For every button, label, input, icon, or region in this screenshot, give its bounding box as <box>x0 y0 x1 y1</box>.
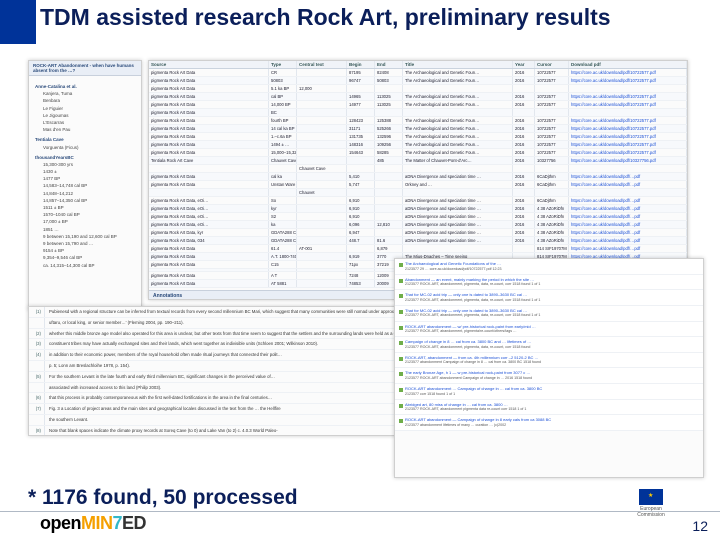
table-row: pigmenta Rock Art Data61.4AT-0016,879814… <box>149 245 687 253</box>
tree-item: 9 between 15,190 and 12,600 cal BP <box>35 233 135 240</box>
tree-item: ca. 14,315–14,300 cal BP <box>35 262 135 269</box>
tree-item: 1511 ± BP <box>35 204 135 211</box>
col-header: Begin <box>347 61 375 68</box>
detail-line: That for MC-02 acid trip — only one is d… <box>395 306 703 322</box>
annotation-row: the southern Levant. <box>29 415 427 426</box>
annotation-row: (4)in addition to their economic power, … <box>29 350 427 361</box>
tree-item: 9154 ± BP <box>35 247 135 254</box>
tree-item: Le Figuier <box>35 105 135 112</box>
col-header: Year <box>513 61 535 68</box>
table-row: pigmenta Rock Art Data1.–c.6a BP13173513… <box>149 133 687 141</box>
detail-screenshot: The Archaeological and Genetic Foundatio… <box>394 258 704 478</box>
col-header: End <box>375 61 403 68</box>
tree-item: 15,300-300 yrs <box>35 161 135 168</box>
tree-item: 9,354–9,546 cal BP <box>35 254 135 261</box>
col-header: Central text <box>297 61 347 68</box>
footnote-text: * 1176 found, 50 processed <box>28 486 358 510</box>
page-number: 12 <box>692 518 708 534</box>
table-row: Chauvet <box>149 189 687 197</box>
table-row: pigmenta Rock Art DataUnstan Ware5,747Or… <box>149 181 687 189</box>
tree-item: 14,848–14,212 <box>35 190 135 197</box>
tree-item: Vorguenta (Ficus) <box>35 144 135 151</box>
table-row: pigmenta Rock Art DataCR8719582408The Ar… <box>149 69 687 77</box>
annotation-row: (2)whether this middle bronze age model … <box>29 329 427 340</box>
table-row: pigmenta Rock Art DataBC <box>149 109 687 117</box>
tree-item: 17,000 ± BP <box>35 218 135 225</box>
table-row: pigmenta Rock Art Data14,000 BP149771130… <box>149 101 687 109</box>
annotation-row: p. 5; Lonn am Breslachloihe 1978, p. 154… <box>29 361 427 372</box>
tree-group: Anne-Catalina et al. <box>35 83 135 90</box>
table-row: pigmenta Rock Art Data1494 ± …1483161092… <box>149 141 687 149</box>
col-header: Type <box>269 61 297 68</box>
annotation-row: associated with increased access to this… <box>29 383 427 394</box>
slide: TDM assisted research Rock Art, prelimin… <box>0 0 720 540</box>
detail-line: Campaign of change in 8 … cal from ca. 3… <box>395 337 703 353</box>
annotation-row: (3)constituent tribes may have actually … <box>29 339 427 350</box>
table-row: pigmenta Rock Art Datacal ka5,410aDNA Di… <box>149 173 687 181</box>
table-row: pigmenta Rock Art Data, eOi…ka6,09612,81… <box>149 221 687 229</box>
annotation-row: (6)that this process is probably contemp… <box>29 393 427 404</box>
tree-item: 1570–1040 cal BP <box>35 211 135 218</box>
table-row: pigmenta Rock Art Data5.1 ka BP12,000 <box>149 85 687 93</box>
tree-item: Kanjera, Tuma <box>35 90 135 97</box>
tree-item: 1477 BP <box>35 175 135 182</box>
tree-group: thousandYearsBC <box>35 154 135 161</box>
tree-header: ROCK-ART Abandonment - when have humans … <box>29 61 141 76</box>
eu-commission-logo: EuropeanCommission <box>626 489 676 518</box>
col-header: Title <box>403 61 513 68</box>
table-row: pigmenta Rock Art Data, eOi…S26,910aDNA … <box>149 213 687 221</box>
annotation-row: (1)Pubienesd with a regional structure c… <box>29 307 427 318</box>
divider <box>0 511 720 512</box>
slide-title: TDM assisted research Rock Art, prelimin… <box>40 4 640 30</box>
tree-item: 1851 … <box>35 226 135 233</box>
openminted-logo: openMIN7ED <box>40 513 146 534</box>
tree-screenshot: ROCK-ART Abandonment - when have humans … <box>28 60 142 310</box>
annotations-screenshot: (1)Pubienesd with a regional structure c… <box>28 306 428 436</box>
detail-line: The early Bronze Age, h 1 — w pre-histor… <box>395 368 703 384</box>
annotation-row: (7)Fig. 3 a Location of project areas an… <box>29 404 427 415</box>
annotation-row: (5)For the southern Levant in the late f… <box>29 372 427 383</box>
table-row: pigmenta Rock Art Datafourth BP128423125… <box>149 117 687 125</box>
col-header: Download pdf <box>569 61 687 68</box>
tree-item: 14,857–14,350 cal BP <box>35 197 135 204</box>
detail-line: ROCK-ART abandonment … Campaign of chang… <box>395 384 703 400</box>
tree-item: Benbara <box>35 97 135 104</box>
tree-item: Mas d'en Pau <box>35 126 135 133</box>
table-row: pigmenta Rock Art Data, eOi…So6,910aDNA … <box>149 197 687 205</box>
tree-item: L'Escarras <box>35 119 135 126</box>
table-row: Tentiala Rock Art CaveChauvet Cave485The… <box>149 157 687 165</box>
table-row: Chauvet Cave <box>149 165 687 173</box>
table-row: pigmenta Rock Art Data, 034GDATA288 CHP … <box>149 237 687 245</box>
detail-line: Abridged art, 80 miss of change in … cal… <box>395 400 703 416</box>
annotation-row: (8)Note that blank spaces indicate the c… <box>29 426 427 436</box>
table-row: pigmenta Rock Art Data15,000–15,320 BP15… <box>149 149 687 157</box>
tree-item: 14,583–14,748 cal BP <box>35 182 135 189</box>
tree-item: 1430 ± <box>35 168 135 175</box>
tree-item: Le Jigoumas <box>35 112 135 119</box>
detail-line: The Archaeological and Genetic Foundatio… <box>395 259 703 275</box>
table-row: pigmenta Rock Art Data, kyrGDATA288 CHP … <box>149 229 687 237</box>
col-header: Source <box>149 61 269 68</box>
detail-line: ROCK-ART, abandonment — from ca. 4th mil… <box>395 353 703 369</box>
detail-line: That for MC-02 acid trip — only one is d… <box>395 290 703 306</box>
annotation-row: uftaru, or local king, or senior member…… <box>29 318 427 329</box>
tree-item: 9 between 15,790 and … <box>35 240 135 247</box>
eu-flag-icon <box>639 489 663 505</box>
title-accent <box>0 0 36 44</box>
detail-line: Abandonment — an event, mainly marking t… <box>395 275 703 291</box>
table-row: pigmenta Rock Art Data, eOi…kyr6,910aDNA… <box>149 205 687 213</box>
col-header: Cursor <box>535 61 569 68</box>
tree-group: Tentiala Cave <box>35 136 135 143</box>
table-row: pigmenta Rock Art Data14 cal ka BP311715… <box>149 125 687 133</box>
detail-line: ROCK-ART abandonment — Campaign of chang… <box>395 415 703 431</box>
table-row: pigmenta Rock Art Datacal BP14965113025T… <box>149 93 687 101</box>
detail-line: ROCK-ART abandonment — w/ pre-historical… <box>395 322 703 338</box>
table-row: pigmenta Rock Art Data508039674750803The… <box>149 77 687 85</box>
